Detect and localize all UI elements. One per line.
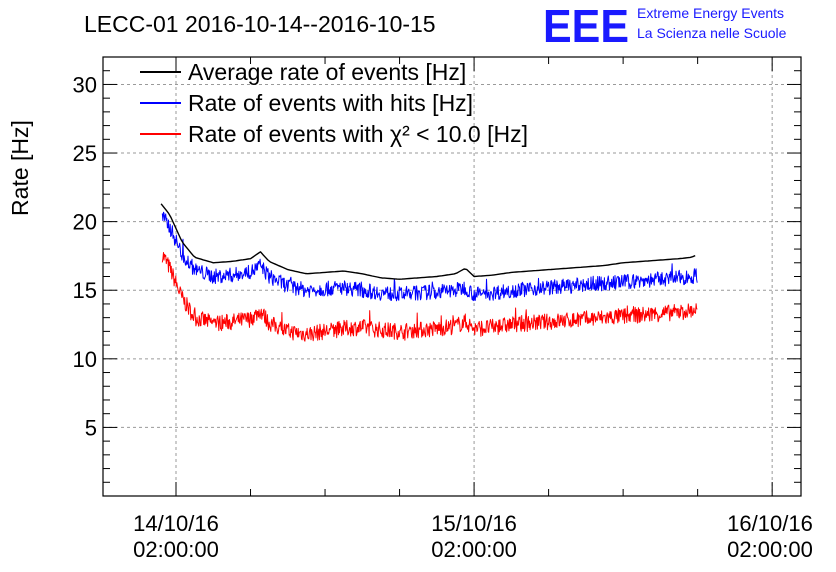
logo-line-1: Extreme Energy Events xyxy=(637,5,784,21)
series-layer xyxy=(160,203,698,342)
logo-line-2: La Scienza nelle Scuole xyxy=(637,25,787,41)
y-tick-label: 20 xyxy=(73,210,97,235)
axis-layer: 5101520253014/10/1602:00:0015/10/1602:00… xyxy=(73,56,813,562)
eee-logo: EEE Extreme Energy Events La Scienza nel… xyxy=(543,0,787,52)
chart-title: LECC-01 2016-10-14--2016-10-15 xyxy=(84,11,436,37)
series-line-1 xyxy=(161,211,698,302)
y-tick-label: 5 xyxy=(85,415,97,440)
x-tick-label-date: 15/10/16 xyxy=(431,511,517,536)
legend-label: Rate of events with χ² < 10.0 [Hz] xyxy=(188,121,528,147)
legend: Average rate of events [Hz] Rate of event… xyxy=(140,59,528,147)
y-tick-label: 30 xyxy=(73,72,97,97)
series-line-0 xyxy=(160,203,696,280)
legend-label: Average rate of events [Hz] xyxy=(188,59,466,85)
x-tick-label-time: 02:00:00 xyxy=(431,537,517,562)
x-tick-label-time: 02:00:00 xyxy=(727,537,813,562)
series-line-2 xyxy=(161,252,698,342)
legend-label: Rate of events with hits [Hz] xyxy=(188,90,473,116)
y-tick-label: 15 xyxy=(73,278,97,303)
x-tick-label-date: 14/10/16 xyxy=(133,511,219,536)
x-tick-label-time: 02:00:00 xyxy=(133,537,219,562)
logo-mark: EEE xyxy=(543,0,629,52)
y-axis-label: Rate [Hz] xyxy=(7,120,33,216)
y-tick-label: 25 xyxy=(73,141,97,166)
y-tick-label: 10 xyxy=(73,347,97,372)
x-tick-label-date: 16/10/16 xyxy=(727,511,813,536)
